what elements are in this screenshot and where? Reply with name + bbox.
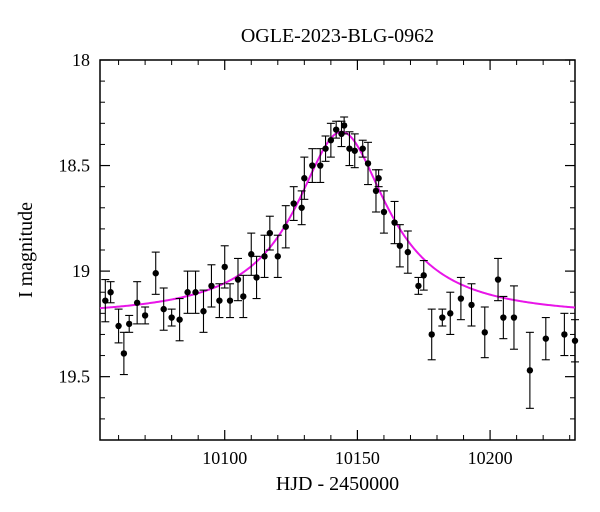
svg-text:10100: 10100 [202, 448, 247, 468]
svg-text:18: 18 [72, 50, 90, 70]
data-points [102, 122, 578, 373]
svg-text:18.5: 18.5 [59, 156, 91, 176]
model-curve [100, 132, 575, 308]
error-bars [101, 117, 579, 408]
svg-text:10200: 10200 [468, 448, 513, 468]
chart-container: OGLE-2023-BLG-0962 HJD - 2450000 I magni… [0, 0, 600, 512]
chart-title: OGLE-2023-BLG-0962 [241, 25, 434, 47]
x-axis-label: HJD - 2450000 [276, 473, 399, 495]
svg-text:19.5: 19.5 [59, 367, 91, 387]
y-axis-label: I magnitude [15, 202, 37, 298]
svg-text:19: 19 [72, 261, 90, 281]
svg-text:10150: 10150 [335, 448, 380, 468]
lightcurve-chart: OGLE-2023-BLG-0962 HJD - 2450000 I magni… [0, 0, 600, 512]
